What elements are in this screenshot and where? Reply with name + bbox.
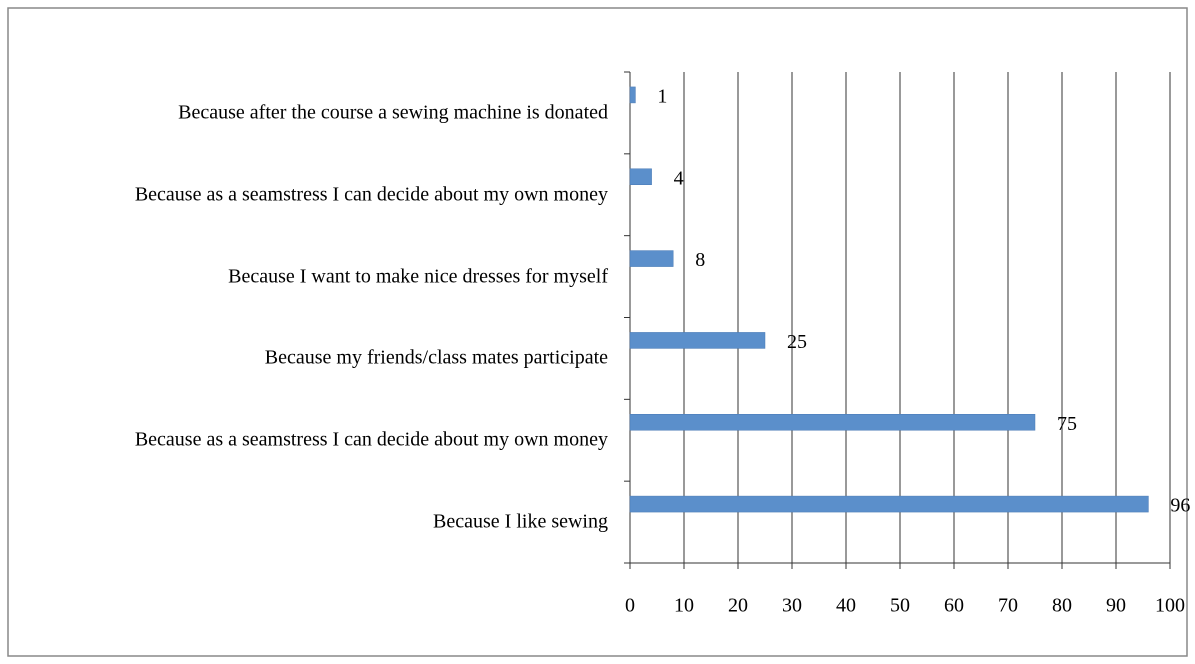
data-label: 96	[1170, 495, 1190, 517]
y-tick-label: Because I like sewing	[433, 510, 608, 533]
bar	[629, 168, 652, 185]
y-tick-label: Because as a seamstress I can decide abo…	[134, 183, 608, 206]
bar	[629, 414, 1036, 431]
y-tick-label: Because as a seamstress I can decide abo…	[134, 428, 608, 451]
x-tick-label: 80	[1052, 595, 1072, 617]
bar	[629, 86, 636, 104]
x-tick-label: 10	[674, 595, 694, 617]
x-tick-label: 90	[1106, 595, 1126, 617]
data-label: 75	[1057, 413, 1077, 435]
y-tick-label: Because I want to make nice dresses for …	[228, 265, 608, 288]
x-tick-label: 30	[782, 595, 802, 617]
x-tick-label: 100	[1155, 595, 1185, 617]
bar	[629, 495, 1149, 513]
data-label: 8	[695, 249, 705, 271]
data-label: 4	[674, 167, 684, 189]
y-tick-label: Because my friends/class mates participa…	[264, 346, 608, 369]
x-tick-label: 0	[625, 595, 635, 617]
x-tick-label: 70	[998, 595, 1018, 617]
x-tick-label: 60	[944, 595, 964, 617]
data-label: 25	[787, 331, 807, 353]
frame	[7, 7, 1188, 657]
y-tick-label: Because after the course a sewing machin…	[178, 101, 608, 124]
data-label: 1	[657, 86, 667, 108]
x-tick-label: 40	[836, 595, 856, 617]
bar	[629, 250, 674, 267]
x-tick-label: 20	[728, 595, 748, 617]
x-tick-label: 50	[890, 595, 910, 617]
bar	[629, 332, 766, 349]
